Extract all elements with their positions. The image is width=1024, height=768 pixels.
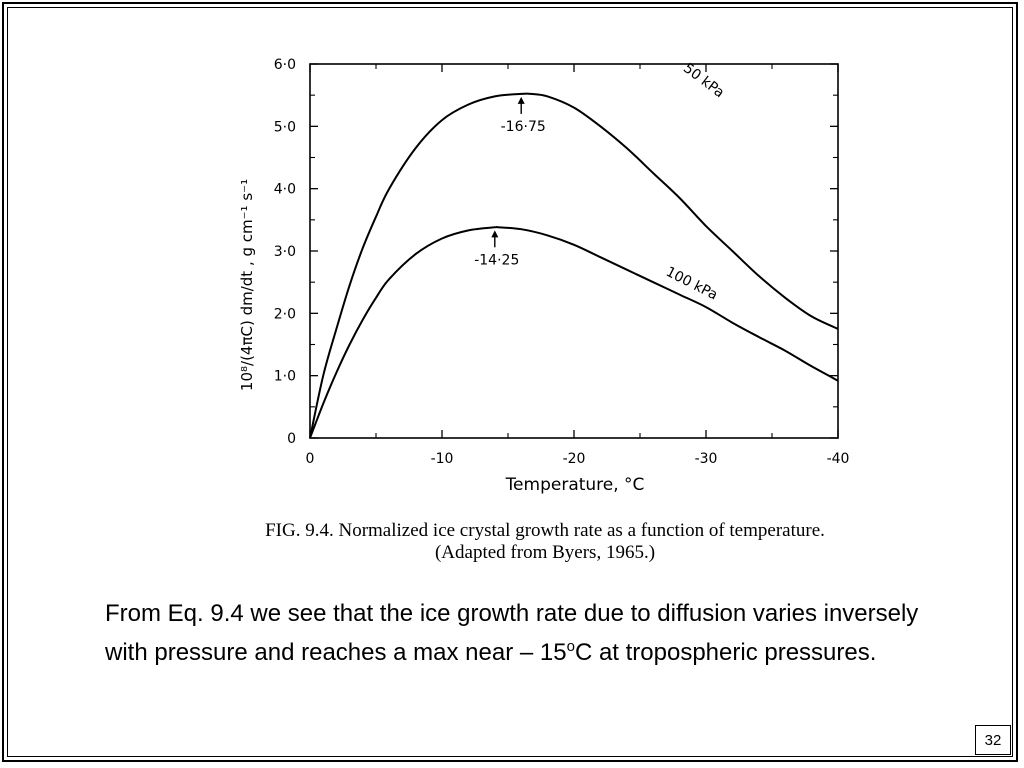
y-tick-label: 3·0: [274, 244, 296, 260]
peak-label: -14·25: [474, 252, 519, 268]
plot-frame: [309, 63, 839, 439]
slide-body-text: From Eq. 9.4 we see that the ice growth …: [105, 597, 965, 669]
page-number: 32: [975, 725, 1011, 755]
body-text-main: From Eq. 9.4 we see that the ice growth …: [105, 600, 919, 666]
y-tick-label: 4·0: [274, 182, 296, 198]
y-tick-label: 1·0: [274, 369, 296, 385]
series-line-100-kpa: [309, 226, 839, 439]
y-tick-label: 5·0: [274, 119, 296, 135]
peak-label: -16·75: [501, 119, 546, 135]
series-label: 100 kPa: [663, 264, 720, 304]
y-axis-label-text: 10⁸/(4πC) dm/dt , g cm⁻¹ s⁻¹: [238, 179, 256, 391]
figure-caption: FIG. 9.4. Normalized ice crystal growth …: [150, 520, 940, 564]
series-line-50-kpa: [309, 92, 839, 439]
x-axis-label: Temperature, °C: [505, 475, 645, 495]
degree-superscript: o: [566, 638, 575, 655]
x-tick-label: -20: [563, 451, 586, 467]
growth-rate-chart: 0 1·0 2·0 3·0 4·0 5·0 6·0 0 -10 -20 -30 -40 -16·75 5…: [238, 57, 850, 495]
y-tick-label: 0: [287, 431, 296, 447]
chart-annotations: -16·75 50 kPa -14·25 100 kPa: [474, 60, 727, 303]
body-text-end: C at tropospheric pressures.: [574, 639, 877, 666]
y-tick-label: 2·0: [274, 306, 296, 322]
series-label: 50 kPa: [680, 60, 727, 101]
x-tick-label: 0: [306, 451, 315, 467]
figure-caption-line-2: (Adapted from Byers, 1965.): [434, 542, 656, 563]
x-tick-label: -30: [695, 451, 718, 467]
x-tick-label: -40: [827, 451, 850, 467]
peak-arrow-head: [491, 230, 499, 238]
chart-axes: 0 1·0 2·0 3·0 4·0 5·0 6·0 0 -10 -20 -30 -40: [274, 57, 850, 467]
chart-series-layer: [309, 92, 839, 439]
y-tick-label: 6·0: [274, 57, 296, 73]
y-axis-label: 10⁸/(4πC) dm/dt , g cm⁻¹ s⁻¹: [238, 179, 256, 391]
x-tick-label: -10: [431, 451, 454, 467]
figure-caption-line-1: FIG. 9.4. Normalized ice crystal growth …: [265, 520, 825, 541]
peak-arrow-head: [517, 96, 525, 104]
slide-inner-border: [7, 7, 1013, 757]
